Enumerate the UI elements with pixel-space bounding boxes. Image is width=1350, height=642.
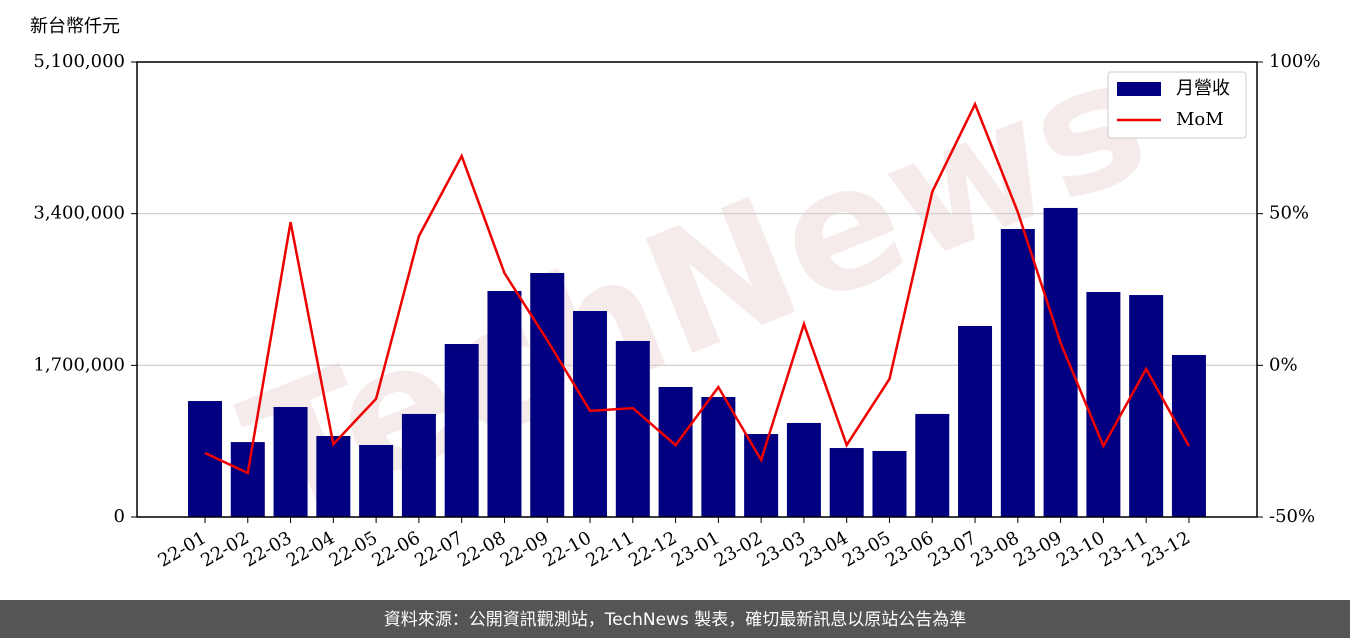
y-tick-label: 0 <box>114 506 125 527</box>
bar <box>1000 229 1035 517</box>
bar <box>958 325 993 517</box>
x-tick-label: 23-04 <box>796 527 851 571</box>
x-tick-label: 22-11 <box>582 527 637 571</box>
bar <box>573 311 608 517</box>
bar <box>615 340 650 517</box>
bar <box>1086 291 1121 517</box>
bar <box>829 448 864 517</box>
line <box>204 101 1191 475</box>
bar <box>444 344 479 517</box>
x-tick-label: 23-09 <box>1010 527 1065 571</box>
x-tick-label: 23-05 <box>839 527 894 571</box>
bar <box>487 291 522 517</box>
bar <box>401 413 436 517</box>
bar <box>701 397 736 517</box>
bar <box>1043 207 1078 518</box>
x-tick-label: 23-06 <box>882 527 937 571</box>
footer-band <box>0 600 1350 638</box>
x-tick-label: 22-07 <box>411 527 466 571</box>
y-tick-label: 1,700,000 <box>33 354 125 375</box>
y-tick-label: 3,400,000 <box>33 203 125 224</box>
legend-label: 月營收 <box>1176 78 1230 99</box>
y2-tick-label: 50% <box>1269 203 1309 224</box>
bar <box>273 406 308 517</box>
y-tick-label: 5,100,000 <box>33 51 125 72</box>
y-axis-label: 新台幣仟元 <box>30 16 120 37</box>
x-tick-label: 23-12 <box>1139 527 1194 571</box>
bar <box>872 450 907 517</box>
legend-label: MoM <box>1176 109 1224 130</box>
bar <box>744 434 779 517</box>
bar <box>530 272 565 517</box>
bar <box>658 387 693 517</box>
bar <box>786 422 821 517</box>
x-tick-label: 23-10 <box>1053 527 1108 571</box>
x-tick-label: 23-08 <box>967 527 1022 571</box>
x-tick-label: 22-10 <box>540 527 595 571</box>
y2-tick-label: 0% <box>1269 354 1298 375</box>
x-tick-label: 23-01 <box>668 527 723 571</box>
y2-tick-label: 100% <box>1269 51 1320 72</box>
source-note: 資料來源：公開資訊觀測站，TechNews 製表，確切最新訊息以原站公告為準 <box>384 610 966 630</box>
x-tick-label: 23-02 <box>711 527 766 571</box>
x-tick-label: 22-03 <box>240 527 295 571</box>
legend-swatch <box>1117 82 1161 96</box>
x-tick-label: 22-02 <box>197 527 252 571</box>
bar <box>1129 295 1164 517</box>
bar <box>230 442 265 517</box>
x-tick-label: 23-11 <box>1096 527 1151 571</box>
x-tick-label: 22-09 <box>497 527 552 571</box>
x-tick-label: 22-06 <box>368 527 423 571</box>
y2-tick-label: -50% <box>1269 506 1315 527</box>
plot-frame <box>136 61 1258 518</box>
x-tick-label: 23-03 <box>753 527 808 571</box>
bar <box>359 445 394 517</box>
x-tick-label: 22-12 <box>625 527 680 571</box>
x-tick-label: 22-01 <box>155 527 210 571</box>
x-tick-label: 23-07 <box>925 527 980 571</box>
bar <box>915 413 950 517</box>
x-tick-label: 22-08 <box>454 527 509 571</box>
bar <box>316 435 351 517</box>
bar <box>1171 354 1206 517</box>
